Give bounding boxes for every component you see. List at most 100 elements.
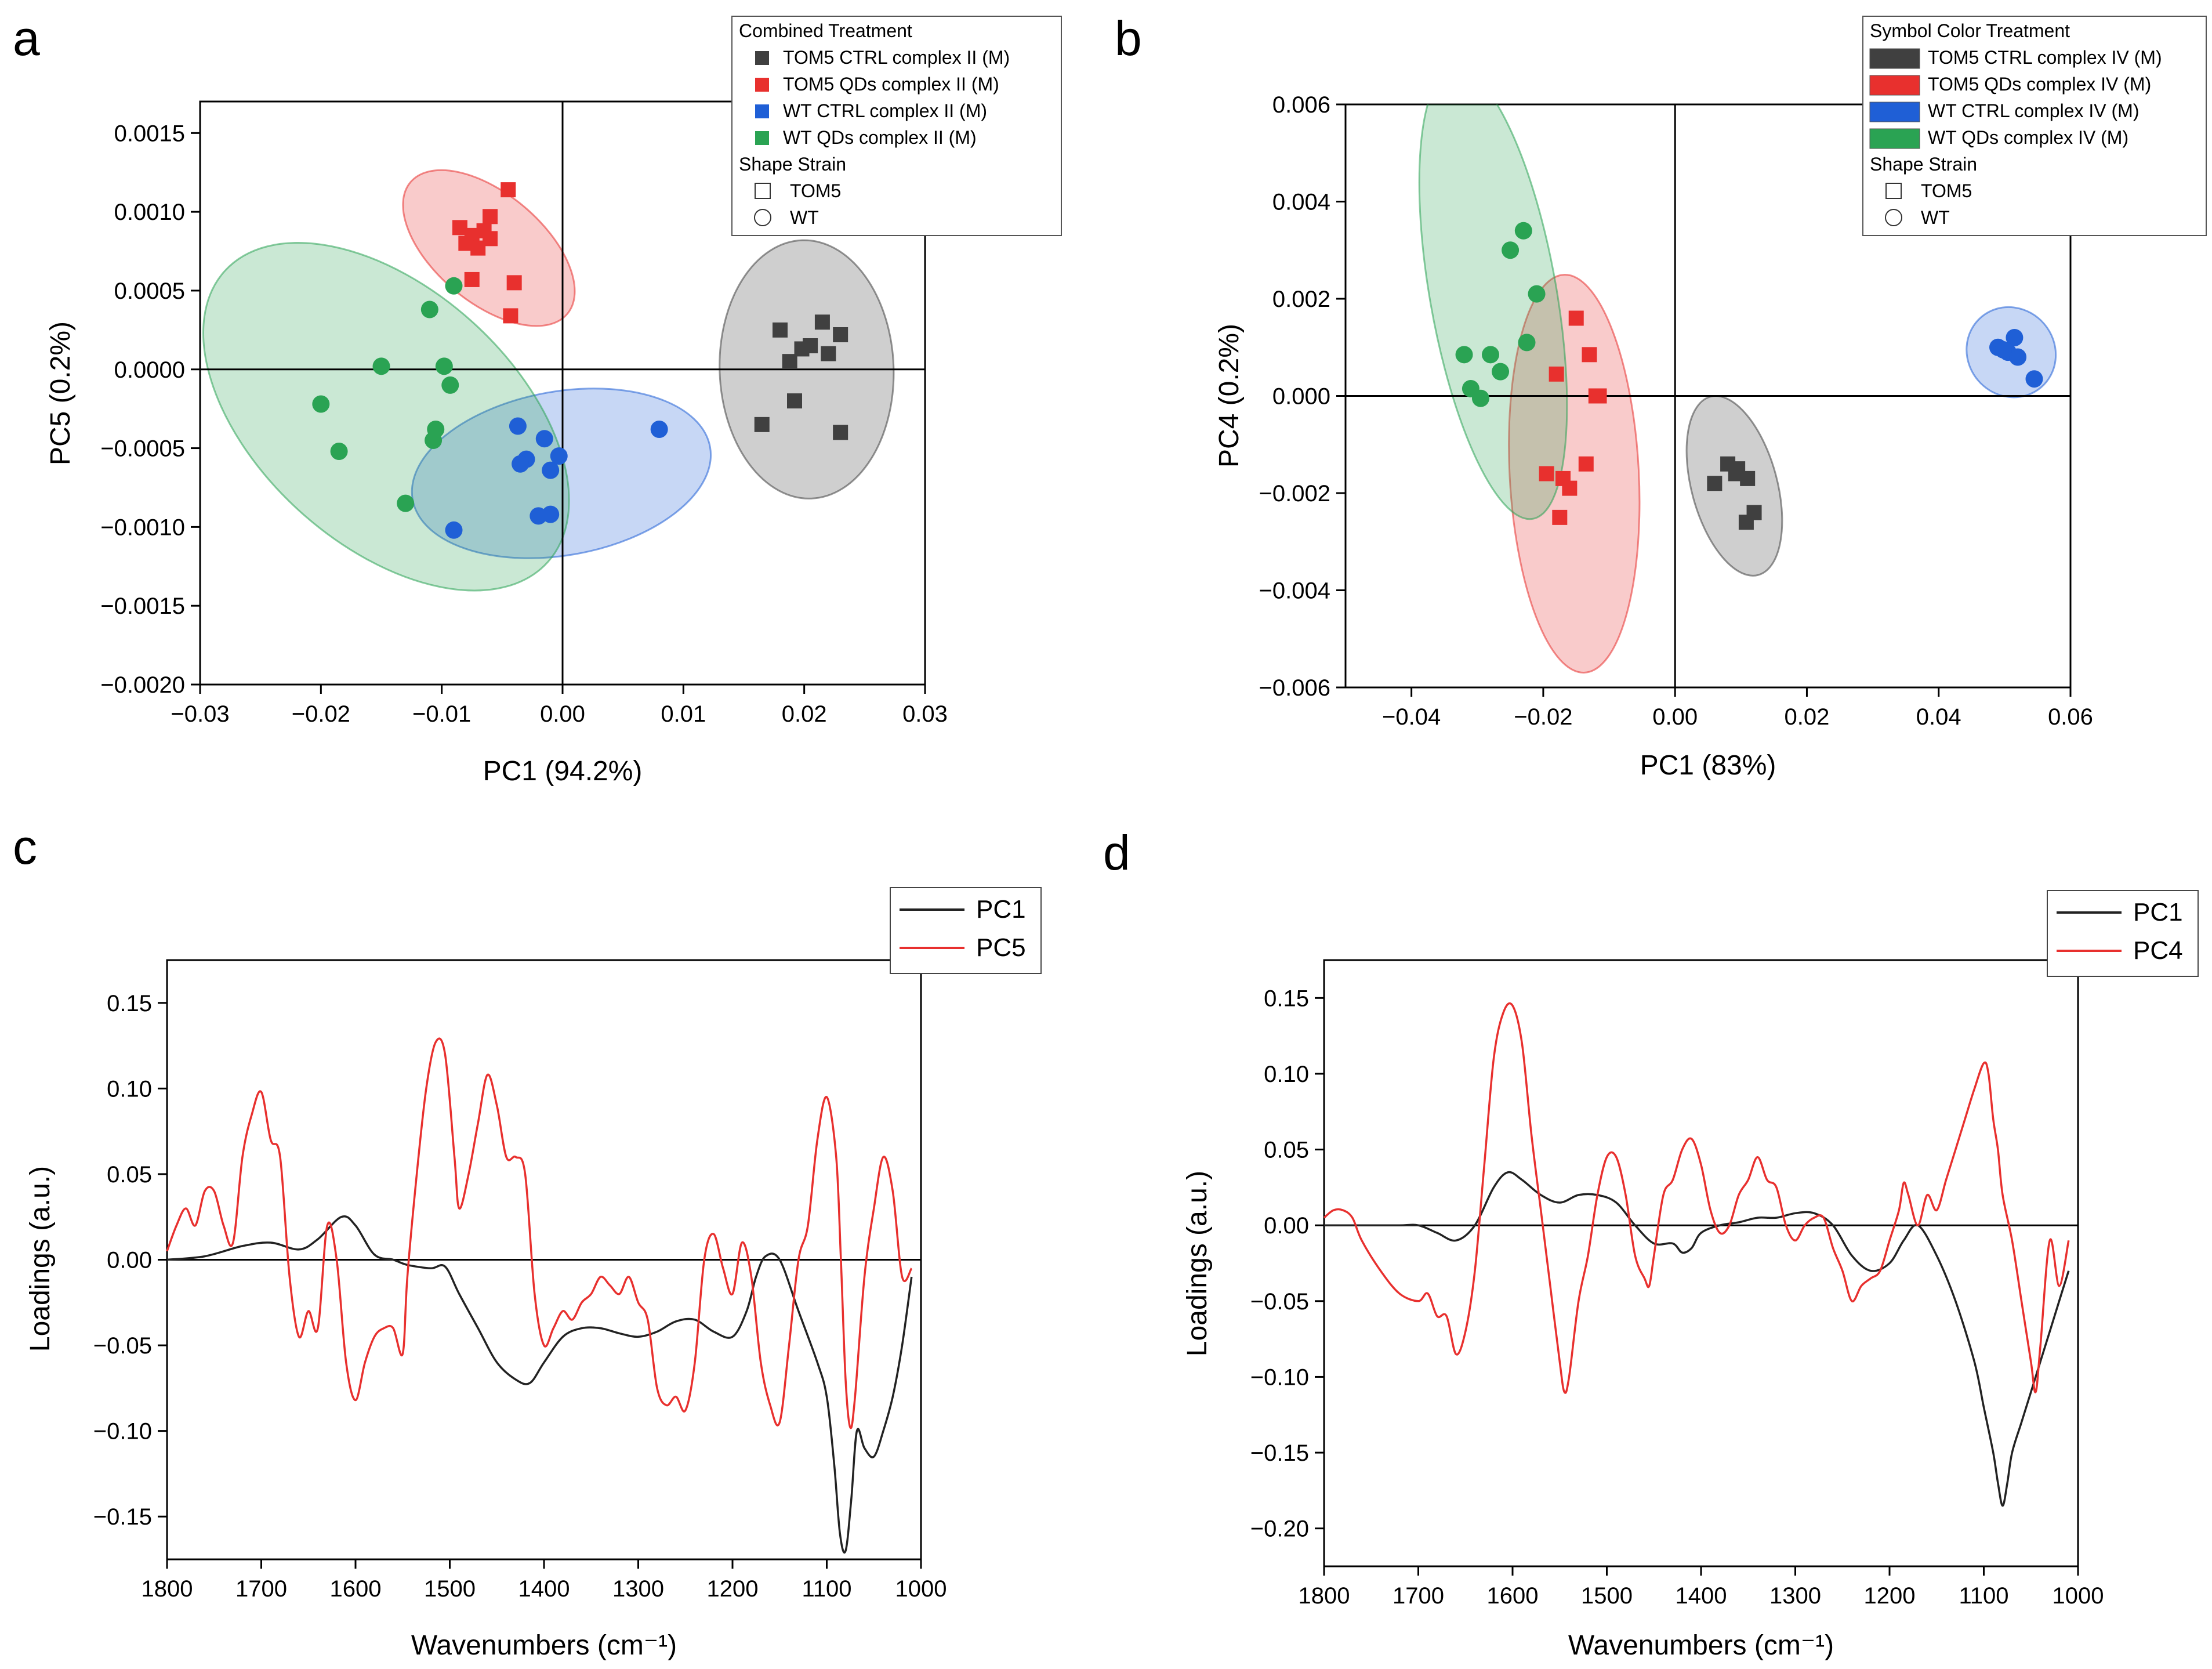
legend-label: PC4 (2133, 936, 2183, 965)
x-axis-label: Wavenumbers (cm⁻¹) (411, 1630, 677, 1661)
data-point (821, 346, 836, 361)
plot-area-a (200, 102, 925, 685)
legend-box (731, 16, 1062, 236)
legend-shape-title: Shape Strain (739, 154, 846, 175)
legend-shape-circle (1885, 209, 1902, 226)
x-tick-label: 1100 (1959, 1583, 2008, 1609)
legend-box (1862, 16, 2207, 236)
data-point (483, 209, 498, 225)
y-tick-label: 0.0010 (114, 200, 185, 225)
legend-label: WT QDs complex IV (M) (1928, 127, 2128, 148)
plot-area-b (1346, 104, 2070, 687)
data-point (1518, 334, 1536, 352)
legend-label: TOM5 QDs complex IV (M) (1928, 74, 2151, 95)
x-tick-label: 1300 (612, 1576, 664, 1602)
legend-swatch (1869, 48, 1920, 69)
y-tick-label: 0.10 (1264, 1062, 1309, 1087)
x-axis-label: PC1 (83%) (1640, 750, 1776, 781)
y-axis-label: Loadings (a.u.) (1182, 1171, 1213, 1356)
legend-label: PC1 (976, 895, 1026, 924)
plot-c: 1800 1700 1600 1500 1400 1300 1200 1100 1000 0.15… (25, 887, 1042, 1661)
x-tick-label: 0.02 (1785, 704, 1830, 730)
legend-title: Symbol Color Treatment (1870, 20, 2070, 41)
data-point (787, 393, 802, 409)
data-point (1539, 466, 1554, 481)
panel-letter-d: d (1103, 826, 1130, 880)
data-point (1707, 476, 1723, 491)
y-tick-label: 0.00 (1264, 1213, 1309, 1239)
x-tick-label: 0.04 (1916, 704, 1961, 730)
y-tick-label: −0.20 (1250, 1516, 1309, 1542)
y-tick-label: −0.004 (1259, 578, 1330, 604)
data-point (833, 425, 848, 440)
data-point (1455, 346, 1473, 364)
data-point (1568, 310, 1584, 326)
data-point (425, 431, 443, 449)
x-tick-label: −0.04 (1382, 704, 1441, 730)
data-point (1482, 346, 1499, 364)
plot-b: −0.04 −0.02 0.00 0.02 0.04 0.06 0.006 0.004 0.00… (1214, 16, 2207, 781)
legend-label: PC1 (2133, 898, 2183, 926)
x-tick-label: 1600 (330, 1576, 382, 1602)
legend-label: TOM5 CTRL complex IV (M) (1928, 47, 2162, 68)
panel-letter-b: b (1115, 11, 1142, 66)
y-tick-label: −0.10 (93, 1419, 152, 1444)
legend-box (890, 887, 1042, 974)
legend-label: WT QDs complex II (M) (783, 127, 977, 148)
data-point (397, 494, 415, 512)
data-point (1528, 285, 1546, 303)
legend-title: Combined Treatment (739, 20, 912, 41)
data-point (542, 461, 560, 479)
y-tick-label: −0.05 (1250, 1289, 1309, 1315)
y-axis-label: Loadings (a.u.) (25, 1166, 56, 1352)
legend-shape-label: TOM5 (790, 180, 841, 201)
y-tick-label: 0.0005 (114, 278, 185, 304)
data-point (1552, 509, 1568, 525)
x-tick-label: 0.03 (902, 701, 948, 727)
x-tick-label: 1700 (1393, 1583, 1444, 1609)
x-tick-label: 0.00 (1652, 704, 1698, 730)
confidence-ellipse (1508, 274, 1641, 674)
y-tick-label: 0.05 (1264, 1138, 1309, 1163)
x-tick-label: 1200 (1864, 1583, 1916, 1609)
legend-shape-label: WT (790, 207, 819, 228)
confidence-ellipse (1418, 104, 1568, 520)
data-point (435, 357, 453, 375)
data-point (650, 420, 668, 438)
x-tick-label: 1800 (1299, 1583, 1350, 1609)
data-point (1995, 341, 2012, 359)
data-point (501, 182, 516, 198)
data-point (445, 521, 463, 539)
x-tick-label: 1400 (518, 1576, 570, 1602)
data-point (464, 271, 480, 287)
data-point (2009, 348, 2027, 366)
data-point (754, 417, 770, 432)
y-axis-label: PC4 (0.2%) (1214, 324, 1245, 468)
data-point (512, 455, 530, 473)
y-tick-label: −0.15 (1250, 1440, 1309, 1466)
x-tick-label: 0.02 (782, 701, 827, 727)
legend-b: Symbol Color Treatment TOM5 CTRL complex … (1862, 16, 2207, 236)
x-tick-label: 0.06 (2048, 704, 2093, 730)
legend-swatch (755, 131, 769, 145)
y-tick-label: 0.006 (1272, 92, 1330, 118)
data-point (1591, 388, 1607, 404)
series-line-pc4 (1323, 1002, 2070, 1394)
data-point (542, 505, 560, 523)
y-tick-label: −0.0010 (100, 515, 185, 540)
x-tick-label: 1100 (802, 1576, 851, 1602)
legend-swatch (1869, 128, 1920, 149)
x-tick-label: 1600 (1487, 1583, 1539, 1609)
y-tick-label: −0.10 (1250, 1364, 1309, 1390)
x-tick-label: 0.01 (661, 701, 706, 727)
data-point (803, 338, 818, 354)
y-tick-label: 0.0000 (114, 357, 185, 383)
legend-shape-square (755, 183, 771, 199)
x-tick-label: 0.00 (540, 701, 585, 727)
data-point (506, 275, 522, 291)
y-tick-label: 0.10 (107, 1076, 152, 1102)
legend-shape-title: Shape Strain (1870, 154, 1977, 175)
y-tick-label: −0.0005 (100, 436, 185, 462)
confidence-ellipse (202, 242, 570, 592)
